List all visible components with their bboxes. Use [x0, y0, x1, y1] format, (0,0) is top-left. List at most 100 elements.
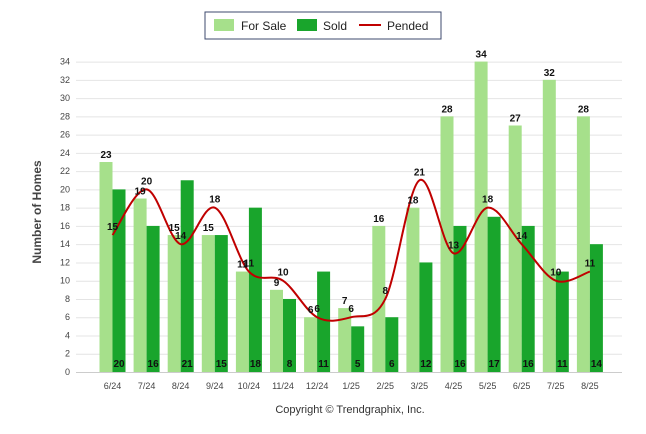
data-label-pended: 21 [414, 167, 426, 178]
data-label-sold: 18 [250, 359, 262, 370]
data-label-sold: 16 [148, 359, 160, 370]
data-label-for-sale: 27 [510, 113, 522, 124]
bar-for-sale [201, 235, 215, 372]
y-tick-label: 28 [60, 111, 70, 121]
x-tick-label: 1/25 [342, 381, 360, 391]
y-tick-label: 20 [60, 184, 70, 194]
y-tick-label: 34 [60, 57, 70, 67]
y-tick-label: 26 [60, 130, 70, 140]
data-label-for-sale: 15 [203, 223, 215, 234]
y-tick-label: 8 [65, 294, 70, 304]
x-tick-label: 6/25 [513, 381, 531, 391]
data-label-for-sale: 15 [169, 223, 181, 234]
legend-label-pended: Pended [387, 19, 428, 33]
y-tick-label: 12 [60, 257, 70, 267]
data-label-sold: 20 [113, 359, 125, 370]
data-label-layer: 2320151916201521141515181118119810611675… [100, 50, 602, 370]
y-tick-label: 6 [65, 312, 70, 322]
line-pended [111, 179, 591, 322]
x-tick-label: 3/25 [411, 381, 429, 391]
data-label-for-sale: 28 [441, 104, 453, 115]
data-label-for-sale: 16 [373, 214, 385, 225]
data-label-sold: 6 [389, 359, 395, 370]
x-tick-label: 8/24 [172, 381, 190, 391]
data-label-pended: 10 [277, 268, 289, 279]
bar-sold [419, 262, 433, 372]
data-label-sold: 17 [489, 359, 501, 370]
data-label-sold: 16 [454, 359, 466, 370]
data-label-pended: 6 [314, 304, 320, 315]
data-label-sold: 15 [216, 359, 228, 370]
bar-for-sale [576, 116, 590, 372]
bar-layer [99, 61, 603, 373]
bar-for-sale [99, 162, 113, 372]
data-label-for-sale: 34 [476, 50, 488, 61]
data-label-sold: 16 [523, 359, 535, 370]
data-label-pended: 13 [448, 240, 460, 251]
y-tick-label: 0 [65, 367, 70, 377]
data-label-pended: 20 [141, 176, 153, 187]
data-label-pended: 15 [107, 222, 119, 233]
x-tick-label: 7/25 [547, 381, 565, 391]
bar-sold [214, 235, 228, 372]
data-label-pended: 8 [383, 286, 389, 297]
bar-for-sale [508, 125, 522, 373]
x-tick-label: 6/24 [104, 381, 122, 391]
data-label-pended: 18 [482, 195, 494, 206]
data-label-pended: 18 [209, 195, 221, 206]
y-tick-label: 24 [60, 148, 70, 158]
bar-for-sale [372, 225, 386, 372]
line-layer [111, 179, 591, 322]
data-label-for-sale: 19 [135, 187, 147, 198]
bar-for-sale [304, 317, 318, 372]
x-tick-label: 7/24 [138, 381, 156, 391]
x-tick-label: 8/25 [581, 381, 599, 391]
data-label-for-sale: 6 [308, 305, 314, 316]
y-tick-label: 30 [60, 93, 70, 103]
data-label-sold: 14 [591, 359, 603, 370]
y-tick-label: 16 [60, 221, 70, 231]
bar-for-sale [167, 235, 181, 372]
x-tick-label: 5/25 [479, 381, 497, 391]
x-tick-label: 4/25 [445, 381, 463, 391]
y-axis-label: Number of Homes [30, 160, 44, 264]
grid-lines [76, 61, 622, 355]
data-label-for-sale: 7 [342, 296, 348, 307]
data-label-for-sale: 32 [544, 68, 556, 79]
data-label-for-sale: 28 [578, 104, 590, 115]
data-label-sold: 5 [355, 359, 361, 370]
bar-sold [453, 225, 467, 372]
bar-for-sale [474, 61, 488, 373]
y-tick-label: 4 [65, 330, 70, 340]
bar-for-sale [133, 198, 147, 372]
bar-sold [317, 271, 331, 372]
y-tick-label: 10 [60, 276, 70, 286]
bar-for-sale [338, 308, 352, 372]
data-label-pended: 11 [244, 259, 255, 270]
x-tick-label: 2/25 [377, 381, 395, 391]
data-label-sold: 11 [557, 359, 568, 370]
bar-sold [112, 189, 126, 372]
data-label-pended: 14 [175, 231, 187, 242]
data-label-for-sale: 18 [407, 196, 419, 207]
legend-swatch-for-sale [214, 19, 234, 31]
y-tick-label: 22 [60, 166, 70, 176]
data-label-pended: 6 [348, 304, 354, 315]
y-tick-label: 2 [65, 349, 70, 359]
legend-swatch-sold [297, 19, 317, 31]
bar-sold [283, 298, 296, 372]
legend-label-for-sale: For Sale [241, 19, 287, 33]
copyright-text: Copyright © Trendgraphix, Inc. [275, 404, 424, 416]
bar-sold [146, 225, 160, 372]
legend-box [204, 11, 442, 40]
x-tick-label: 11/24 [272, 381, 294, 391]
bar-sold [385, 317, 399, 372]
y-tick-label: 18 [60, 203, 70, 213]
data-label-pended: 11 [585, 259, 596, 270]
bar-for-sale [542, 79, 556, 372]
x-tick-label: 10/24 [238, 381, 261, 391]
bar-sold [487, 216, 501, 372]
bar-for-sale [235, 271, 249, 372]
bar-sold [589, 244, 603, 372]
